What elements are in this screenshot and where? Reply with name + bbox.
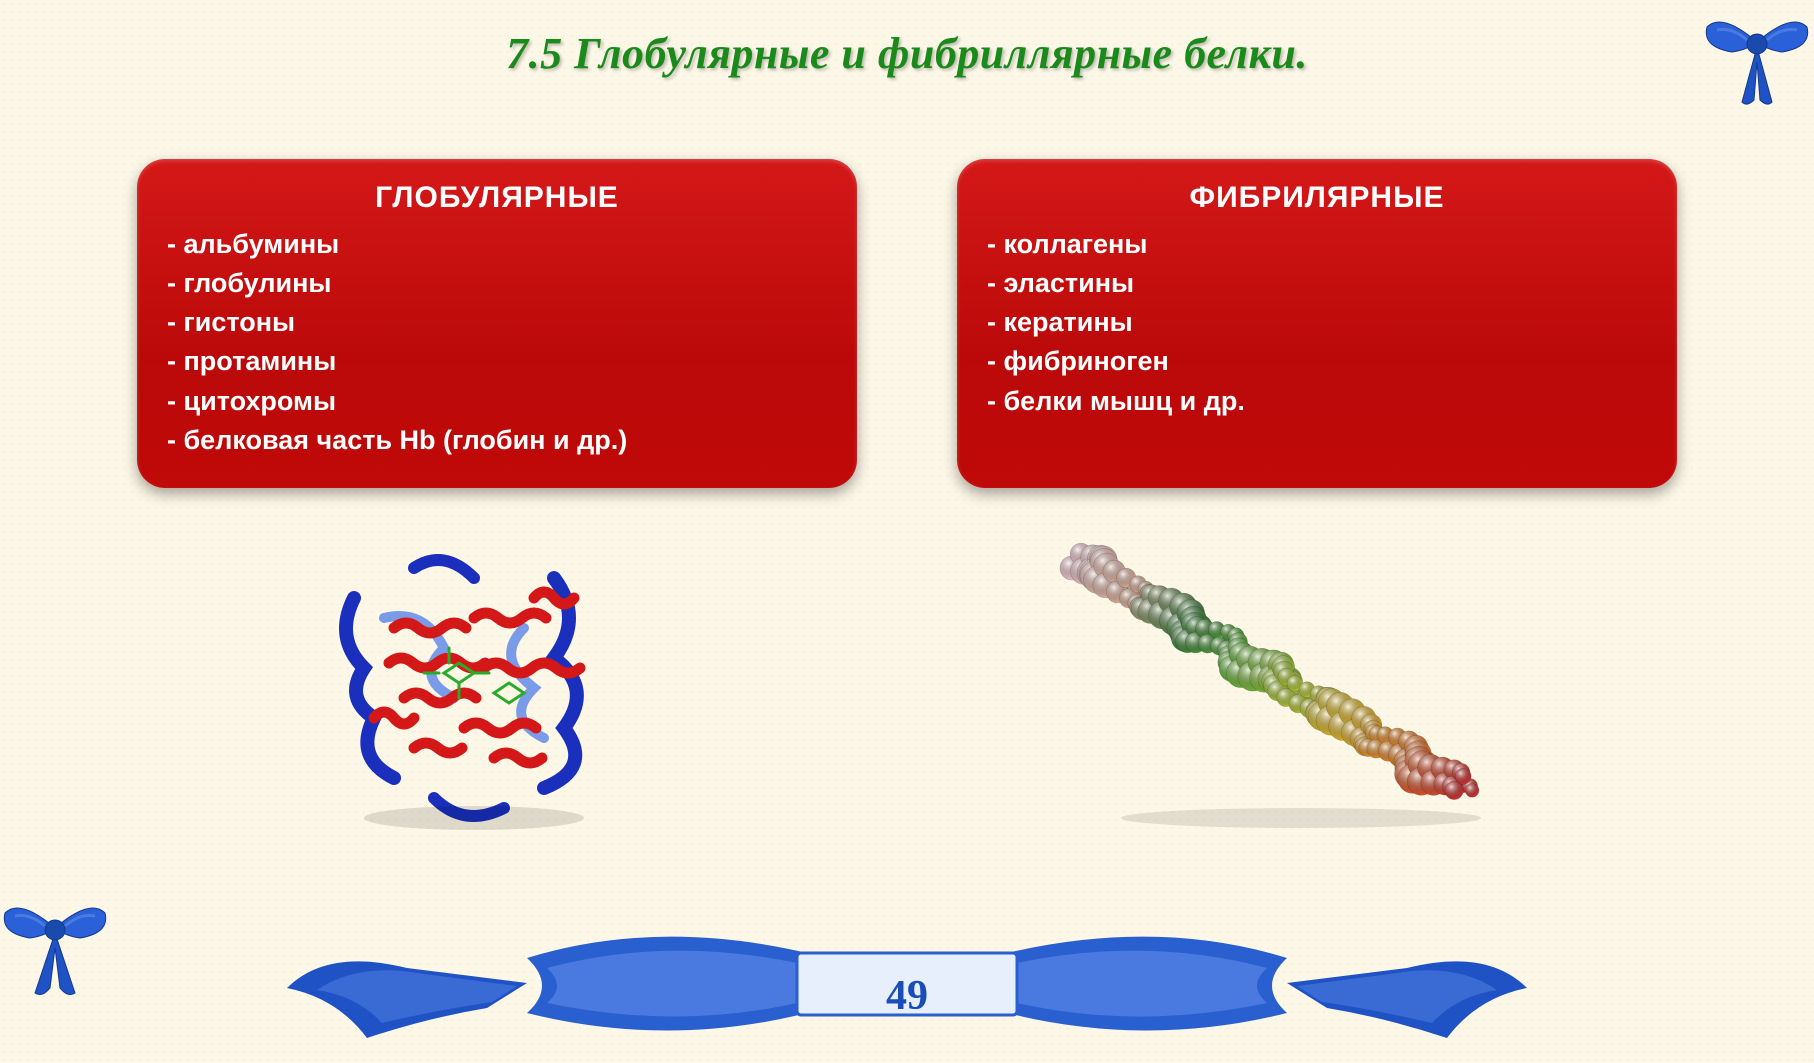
page-number: 49 [886,972,928,1020]
fibrillar-protein-illustration [1001,518,1521,838]
bow-decoration-bottom-left [0,878,120,1008]
list-item: глобулины [167,264,827,303]
card-globular-list: альбумины глобулины гистоны протамины ци… [167,225,827,460]
card-fibrillar-title: ФИБРИЛЯРНЫЕ [987,181,1647,215]
bow-decoration-top-right [1692,0,1814,122]
list-item: гистоны [167,303,827,342]
cards-row: ГЛОБУЛЯРНЫЕ альбумины глобулины гистоны … [0,159,1814,488]
list-item: белковая часть Hb (глобин и др.) [167,421,827,460]
card-fibrillar-list: коллагены эластины кератины фибриноген б… [987,225,1647,421]
list-item: кератины [987,303,1647,342]
list-item: коллагены [987,225,1647,264]
protein-images-row [0,518,1814,838]
card-globular-title: ГЛОБУЛЯРНЫЕ [167,181,827,215]
list-item: протамины [167,342,827,381]
globular-protein-illustration [294,518,654,838]
card-fibrillar: ФИБРИЛЯРНЫЕ коллагены эластины кератины … [957,159,1677,488]
list-item: цитохромы [167,382,827,421]
list-item: альбумины [167,225,827,264]
list-item: фибриноген [987,342,1647,381]
list-item: белки мышц и др. [987,382,1647,421]
slide-title: 7.5 Глобулярные и фибриллярные белки. [0,0,1814,79]
card-globular: ГЛОБУЛЯРНЫЕ альбумины глобулины гистоны … [137,159,857,488]
list-item: эластины [987,264,1647,303]
